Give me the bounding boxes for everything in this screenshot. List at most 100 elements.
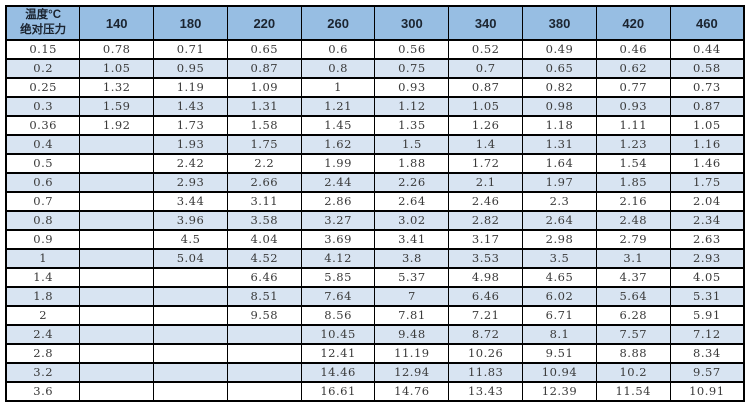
value-cell: 1.85 bbox=[595, 172, 671, 193]
value-cell: 5.64 bbox=[595, 286, 671, 307]
data-table: 温度°C 绝对压力 140 180 220 260 300 340 380 420 460 0.… bbox=[5, 5, 745, 402]
value-cell: 0.8 bbox=[300, 58, 376, 79]
value-cell: 4.04 bbox=[226, 229, 302, 250]
value-cell: 1.31 bbox=[522, 134, 597, 155]
value-cell: 1.16 bbox=[669, 134, 745, 155]
value-cell: 0.7 bbox=[448, 58, 524, 79]
pressure-cell: 3.2 bbox=[5, 362, 81, 383]
value-cell: 2.34 bbox=[669, 210, 745, 231]
pressure-cell: 2.8 bbox=[5, 343, 81, 364]
table-row: 0.15 0.78 0.71 0.65 0.6 0.56 0.52 0.49 0.46 0.44 bbox=[5, 39, 745, 60]
table-row: 1.8 8.51 7.64 7 6.46 6.02 5.64 5.31 bbox=[5, 286, 745, 307]
value-cell bbox=[226, 324, 302, 345]
value-cell: 12.41 bbox=[300, 343, 376, 364]
value-cell: 0.65 bbox=[522, 58, 597, 79]
value-cell bbox=[79, 324, 155, 345]
value-cell: 7.81 bbox=[374, 305, 450, 326]
value-cell bbox=[226, 362, 302, 383]
value-cell: 4.52 bbox=[226, 248, 302, 269]
value-cell: 0.65 bbox=[226, 39, 302, 60]
table-row: 0.6 2.93 2.66 2.44 2.26 2.1 1.97 1.85 1.75 bbox=[5, 172, 745, 193]
pressure-cell: 0.9 bbox=[5, 229, 81, 250]
corner-header-pressure-label: 绝对压力 bbox=[20, 24, 67, 36]
value-cell: 16.61 bbox=[300, 381, 376, 402]
value-cell: 5.91 bbox=[669, 305, 745, 326]
value-cell: 0.77 bbox=[595, 77, 671, 98]
value-cell: 4.98 bbox=[448, 267, 524, 288]
value-cell: 2.46 bbox=[448, 191, 524, 212]
pressure-cell: 1.4 bbox=[5, 267, 81, 288]
value-cell: 0.87 bbox=[448, 77, 524, 98]
value-cell: 11.54 bbox=[595, 381, 671, 402]
value-cell: 2.93 bbox=[153, 172, 228, 193]
table-row: 0.5 2.42 2.2 1.99 1.88 1.72 1.64 1.54 1.46 bbox=[5, 153, 745, 174]
value-cell: 0.98 bbox=[522, 96, 597, 117]
value-cell: 1.43 bbox=[153, 96, 228, 117]
value-cell: 7.64 bbox=[300, 286, 376, 307]
value-cell: 3.96 bbox=[153, 210, 228, 231]
value-cell: 6.46 bbox=[226, 267, 302, 288]
value-cell: 8.56 bbox=[300, 305, 376, 326]
value-cell: 1.35 bbox=[374, 115, 450, 136]
value-cell: 5.04 bbox=[153, 248, 228, 269]
pressure-cell: 0.2 bbox=[5, 58, 81, 79]
value-cell: 1.09 bbox=[226, 77, 302, 98]
pressure-cell: 0.5 bbox=[5, 153, 81, 174]
value-cell: 1.62 bbox=[300, 134, 376, 155]
value-cell: 1.99 bbox=[300, 153, 376, 174]
value-cell: 6.71 bbox=[522, 305, 597, 326]
value-cell: 0.62 bbox=[595, 58, 671, 79]
table-row: 2.4 10.45 9.48 8.72 8.1 7.57 7.12 bbox=[5, 324, 745, 345]
value-cell: 12.94 bbox=[374, 362, 450, 383]
value-cell: 1 bbox=[300, 77, 376, 98]
value-cell: 2.64 bbox=[522, 210, 597, 231]
value-cell: 2.86 bbox=[300, 191, 376, 212]
value-cell: 2.98 bbox=[522, 229, 597, 250]
table-row: 1.4 6.46 5.85 5.37 4.98 4.65 4.37 4.05 bbox=[5, 267, 745, 288]
pressure-cell: 3.6 bbox=[5, 381, 81, 402]
value-cell: 3.17 bbox=[448, 229, 524, 250]
value-cell: 10.26 bbox=[448, 343, 524, 364]
value-cell: 7.21 bbox=[448, 305, 524, 326]
value-cell: 14.76 bbox=[374, 381, 450, 402]
column-header: 140 bbox=[79, 5, 155, 41]
value-cell: 2.2 bbox=[226, 153, 302, 174]
table-row: 1 5.04 4.52 4.12 3.8 3.53 3.5 3.1 2.93 bbox=[5, 248, 745, 269]
value-cell: 4.05 bbox=[669, 267, 745, 288]
value-cell: 0.75 bbox=[374, 58, 450, 79]
value-cell: 6.46 bbox=[448, 286, 524, 307]
value-cell: 5.37 bbox=[374, 267, 450, 288]
column-header: 260 bbox=[300, 5, 376, 41]
value-cell: 3.5 bbox=[522, 248, 597, 269]
value-cell bbox=[79, 343, 155, 364]
value-cell: 1.73 bbox=[153, 115, 228, 136]
value-cell: 3.11 bbox=[226, 191, 302, 212]
value-cell: 0.6 bbox=[300, 39, 376, 60]
value-cell: 2.42 bbox=[153, 153, 228, 174]
value-cell: 0.78 bbox=[79, 39, 155, 60]
value-cell: 0.49 bbox=[522, 39, 597, 60]
column-header: 380 bbox=[522, 5, 597, 41]
pressure-cell: 0.6 bbox=[5, 172, 81, 193]
value-cell: 3.69 bbox=[300, 229, 376, 250]
value-cell: 1.75 bbox=[669, 172, 745, 193]
value-cell: 3.58 bbox=[226, 210, 302, 231]
value-cell: 1.92 bbox=[79, 115, 155, 136]
value-cell: 1.11 bbox=[595, 115, 671, 136]
table-row: 0.7 3.44 3.11 2.86 2.64 2.46 2.3 2.16 2.04 bbox=[5, 191, 745, 212]
value-cell: 2.16 bbox=[595, 191, 671, 212]
value-cell bbox=[226, 381, 302, 402]
value-cell bbox=[153, 343, 228, 364]
value-cell: 4.37 bbox=[595, 267, 671, 288]
value-cell: 9.51 bbox=[522, 343, 597, 364]
value-cell: 1.18 bbox=[522, 115, 597, 136]
value-cell: 3.53 bbox=[448, 248, 524, 269]
value-cell: 1.19 bbox=[153, 77, 228, 98]
value-cell: 6.02 bbox=[522, 286, 597, 307]
column-header: 220 bbox=[226, 5, 302, 41]
value-cell: 3.41 bbox=[374, 229, 450, 250]
value-cell: 10.91 bbox=[669, 381, 745, 402]
value-cell bbox=[79, 229, 155, 250]
pressure-cell: 0.36 bbox=[5, 115, 81, 136]
column-header: 420 bbox=[595, 5, 671, 41]
